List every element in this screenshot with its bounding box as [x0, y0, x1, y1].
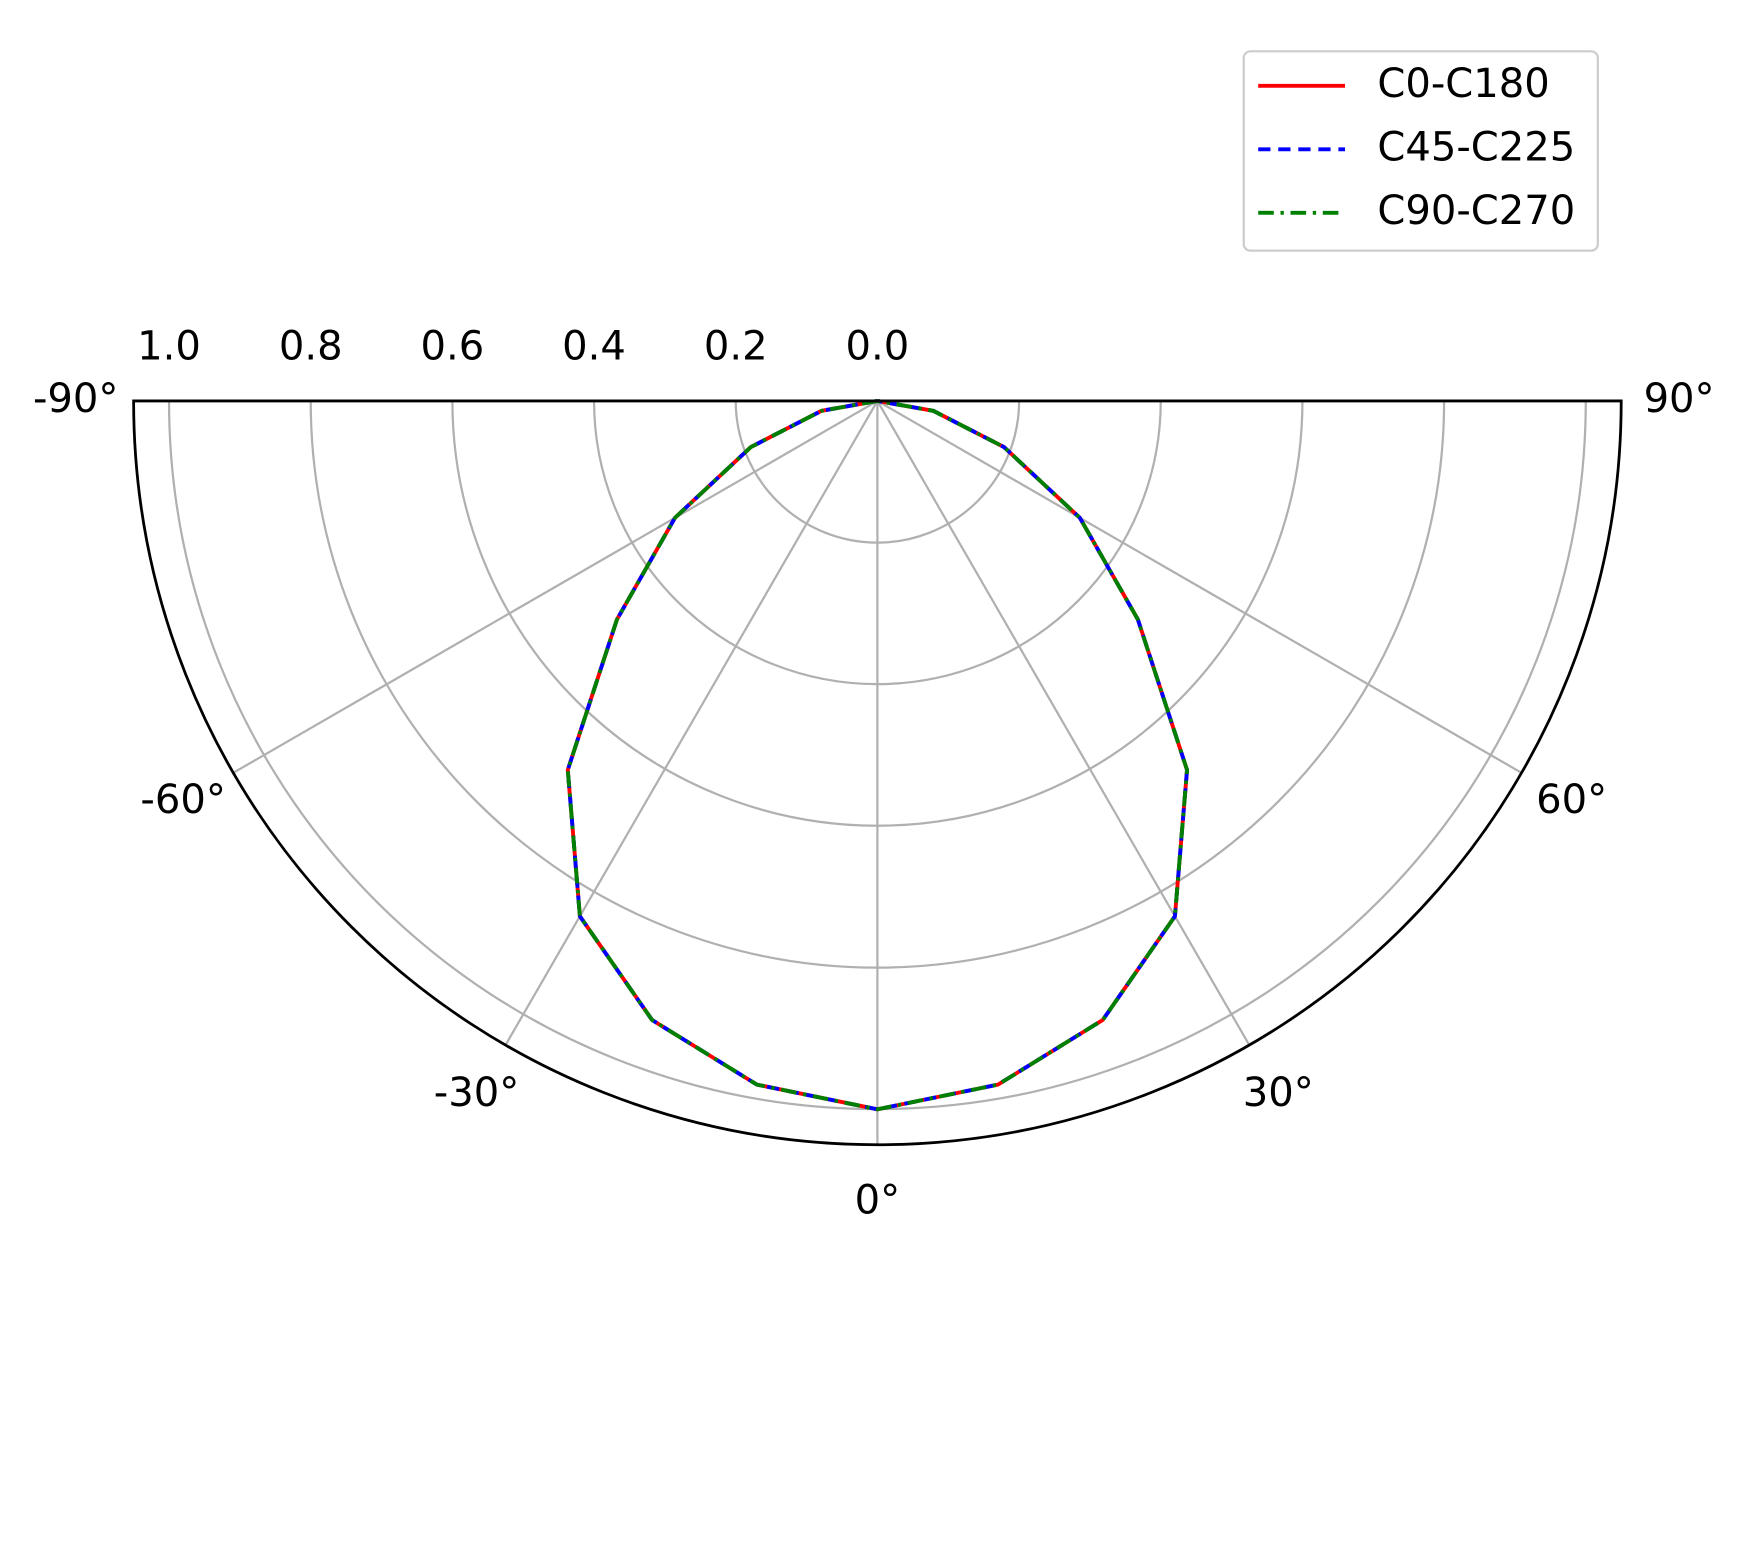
grid-line [504, 400, 879, 1046]
theta-tick-label: 30° [1243, 1070, 1314, 1116]
r-tick-label: 0.0 [846, 324, 910, 370]
grid-line [876, 399, 1523, 774]
theta-tick-label: -90° [33, 376, 119, 422]
r-tick-label: 1.0 [137, 324, 201, 370]
legend-label: C90-C270 [1377, 188, 1575, 234]
spine [132, 399, 1623, 1147]
r-tick-label: 0.2 [704, 324, 768, 370]
grid-line [876, 400, 1251, 1046]
grid-line [232, 399, 878, 774]
axes: 0.0 0.2 0.4 0.6 0.8 1.0 -90° -60° -30° 0° 30° 60° 90… [33, 324, 1715, 1224]
r-tick-label: 0.6 [421, 324, 485, 370]
legend-label: C0-C180 [1377, 61, 1549, 107]
theta-tick-label: -30° [434, 1070, 520, 1116]
theta-tick-label: 60° [1536, 777, 1607, 823]
theta-tick-label: 0° [855, 1178, 901, 1224]
theta-tick-label: -60° [140, 777, 226, 823]
r-tick-label: 0.8 [279, 324, 343, 370]
r-tick-label: 0.4 [562, 324, 626, 370]
series-line [565, 399, 1189, 1112]
lines [565, 399, 1189, 1112]
series-line [565, 399, 1189, 1112]
theta-tick-label: 90° [1644, 376, 1715, 422]
legend-label: C45-C225 [1377, 124, 1575, 170]
legend: C0-C180 C45-C225 C90-C270 [1242, 50, 1599, 252]
legend-box [1242, 50, 1599, 252]
